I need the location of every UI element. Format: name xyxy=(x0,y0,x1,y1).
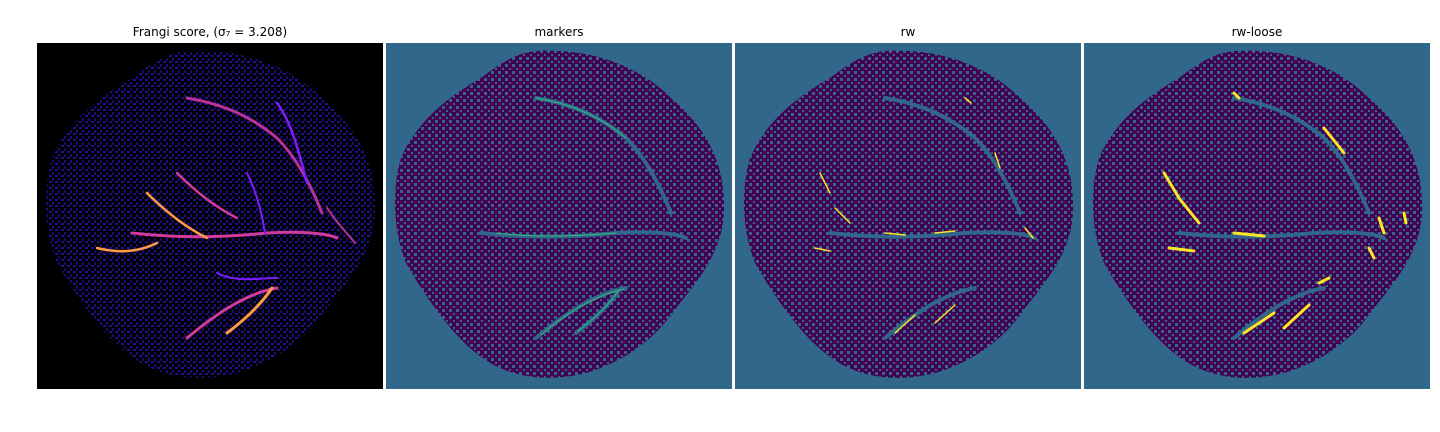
rw-loose-canvas xyxy=(1084,43,1430,389)
frangi-score-image xyxy=(37,43,383,389)
frangi-vessels xyxy=(95,96,356,340)
panel-title-rw-loose: rw-loose xyxy=(1231,25,1283,39)
rw-tissue-region xyxy=(743,50,1074,378)
markers-labels xyxy=(495,97,627,336)
panel-title-markers: markers xyxy=(534,25,584,39)
rw-vessel-channels xyxy=(828,96,1037,340)
markers-tissue-region xyxy=(394,50,725,378)
rw-loose-vessel-segments xyxy=(1162,91,1408,335)
rw-vessel-segments xyxy=(814,97,1034,334)
panel-title-frangi: Frangi score, (σ₇ = 3.208) xyxy=(132,25,288,39)
rw-canvas xyxy=(735,43,1081,389)
markers-canvas xyxy=(386,43,732,389)
frangi-score-canvas xyxy=(37,43,383,389)
markers-image xyxy=(386,43,732,389)
rw-loose-image xyxy=(1084,43,1430,389)
rw-loose-vessel-channels xyxy=(1177,96,1386,340)
rw-image xyxy=(735,43,1081,389)
panel-title-rw: rw xyxy=(900,25,916,39)
rw-loose-tissue-region xyxy=(1092,50,1423,378)
